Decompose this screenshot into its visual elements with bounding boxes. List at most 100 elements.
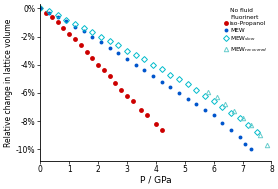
MEW bbox=[160, 81, 163, 83]
MEW bbox=[65, 20, 68, 22]
No fluid bbox=[78, 26, 81, 28]
Fluorinert bbox=[47, 38, 51, 40]
MEW$_{slow}$ bbox=[82, 27, 85, 29]
iso-Propanol bbox=[114, 82, 117, 84]
MEW$_{slow}$ bbox=[134, 54, 137, 56]
MEW$_{recovered}$ bbox=[265, 144, 269, 146]
No fluid bbox=[73, 23, 77, 25]
MEW bbox=[203, 109, 207, 111]
MEW bbox=[99, 41, 103, 43]
Line: iso-Propanol: iso-Propanol bbox=[38, 6, 164, 132]
MEW bbox=[212, 114, 215, 117]
MEW bbox=[229, 129, 233, 131]
MEW$_{recovered}$ bbox=[224, 103, 227, 105]
MEW bbox=[221, 121, 224, 124]
No fluid bbox=[65, 19, 68, 21]
iso-Propanol bbox=[108, 75, 111, 77]
iso-Propanol bbox=[56, 21, 59, 24]
MEW$_{recovered}$ bbox=[258, 134, 262, 136]
MEW$_{slow}$ bbox=[203, 95, 207, 97]
MEW bbox=[186, 98, 189, 100]
Fluorinert bbox=[59, 64, 62, 66]
MEW bbox=[244, 143, 247, 145]
MEW bbox=[117, 52, 120, 55]
MEW$_{recovered}$ bbox=[232, 110, 235, 112]
MEW$_{recovered}$ bbox=[241, 117, 244, 119]
MEW$_{slow}$ bbox=[56, 14, 59, 17]
iso-Propanol bbox=[154, 123, 158, 125]
MEW bbox=[91, 36, 94, 38]
MEW$_{slow}$ bbox=[238, 117, 241, 119]
MEW bbox=[39, 7, 42, 9]
iso-Propanol bbox=[62, 27, 65, 29]
MEW$_{slow}$ bbox=[108, 40, 111, 42]
MEW bbox=[169, 86, 172, 88]
No fluid bbox=[56, 14, 59, 17]
Fluorinert bbox=[76, 89, 80, 91]
MEW bbox=[108, 47, 111, 49]
Line: MEW$_{slow}$: MEW$_{slow}$ bbox=[38, 6, 259, 135]
Fluorinert bbox=[82, 96, 85, 98]
MEW bbox=[177, 92, 181, 94]
Fluorinert bbox=[53, 52, 56, 55]
MEW bbox=[47, 12, 51, 14]
MEW$_{slow}$ bbox=[151, 64, 155, 66]
MEW$_{slow}$ bbox=[186, 83, 189, 86]
MEW bbox=[250, 148, 253, 150]
MEW$_{slow}$ bbox=[65, 19, 68, 21]
iso-Propanol bbox=[68, 33, 71, 35]
No fluid bbox=[43, 9, 46, 11]
No fluid bbox=[52, 13, 55, 15]
MEW$_{slow}$ bbox=[99, 36, 103, 38]
iso-Propanol bbox=[79, 44, 82, 46]
MEW bbox=[195, 103, 198, 105]
iso-Propanol bbox=[102, 69, 106, 71]
MEW bbox=[238, 136, 241, 138]
MEW$_{slow}$ bbox=[229, 112, 233, 114]
iso-Propanol bbox=[73, 38, 77, 40]
Fluorinert bbox=[43, 21, 46, 24]
iso-Propanol bbox=[131, 100, 135, 103]
MEW$_{slow}$ bbox=[47, 10, 51, 12]
MEW$_{slow}$ bbox=[125, 50, 129, 52]
iso-Propanol bbox=[44, 12, 48, 14]
MEW$_{recovered}$ bbox=[250, 124, 253, 126]
iso-Propanol bbox=[39, 7, 42, 9]
MEW$_{slow}$ bbox=[221, 106, 224, 108]
iso-Propanol bbox=[120, 89, 123, 91]
MEW$_{slow}$ bbox=[160, 68, 163, 70]
MEW$_{slow}$ bbox=[73, 23, 77, 25]
No fluid bbox=[82, 27, 85, 29]
iso-Propanol bbox=[91, 57, 94, 59]
iso-Propanol bbox=[50, 16, 54, 18]
iso-Propanol bbox=[160, 129, 163, 131]
Fluorinert bbox=[70, 83, 74, 86]
MEW bbox=[125, 58, 129, 60]
MEW$_{slow}$ bbox=[255, 131, 259, 134]
No fluid bbox=[69, 21, 72, 24]
MEW$_{recovered}$ bbox=[206, 90, 210, 93]
MEW$_{slow}$ bbox=[39, 7, 42, 9]
Line: Fluorinert: Fluorinert bbox=[38, 6, 86, 100]
MEW$_{slow}$ bbox=[169, 74, 172, 76]
MEW bbox=[143, 69, 146, 71]
iso-Propanol bbox=[146, 114, 149, 117]
MEW$_{slow}$ bbox=[177, 78, 181, 80]
MEW$_{slow}$ bbox=[195, 89, 198, 91]
Line: No fluid: No fluid bbox=[38, 6, 86, 31]
Line: MEW: MEW bbox=[38, 6, 253, 151]
No fluid bbox=[39, 7, 42, 9]
iso-Propanol bbox=[85, 51, 88, 53]
Y-axis label: Relative change in lattice volume: Relative change in lattice volume bbox=[4, 18, 13, 146]
MEW bbox=[151, 75, 155, 77]
MEW$_{slow}$ bbox=[117, 44, 120, 46]
MEW bbox=[134, 64, 137, 66]
MEW bbox=[56, 16, 59, 18]
MEW$_{slow}$ bbox=[143, 58, 146, 60]
iso-Propanol bbox=[96, 64, 100, 66]
MEW bbox=[73, 26, 77, 28]
MEW$_{slow}$ bbox=[247, 124, 250, 126]
X-axis label: P / GPa: P / GPa bbox=[140, 176, 172, 185]
No fluid bbox=[47, 10, 51, 12]
Fluorinert bbox=[39, 7, 42, 9]
